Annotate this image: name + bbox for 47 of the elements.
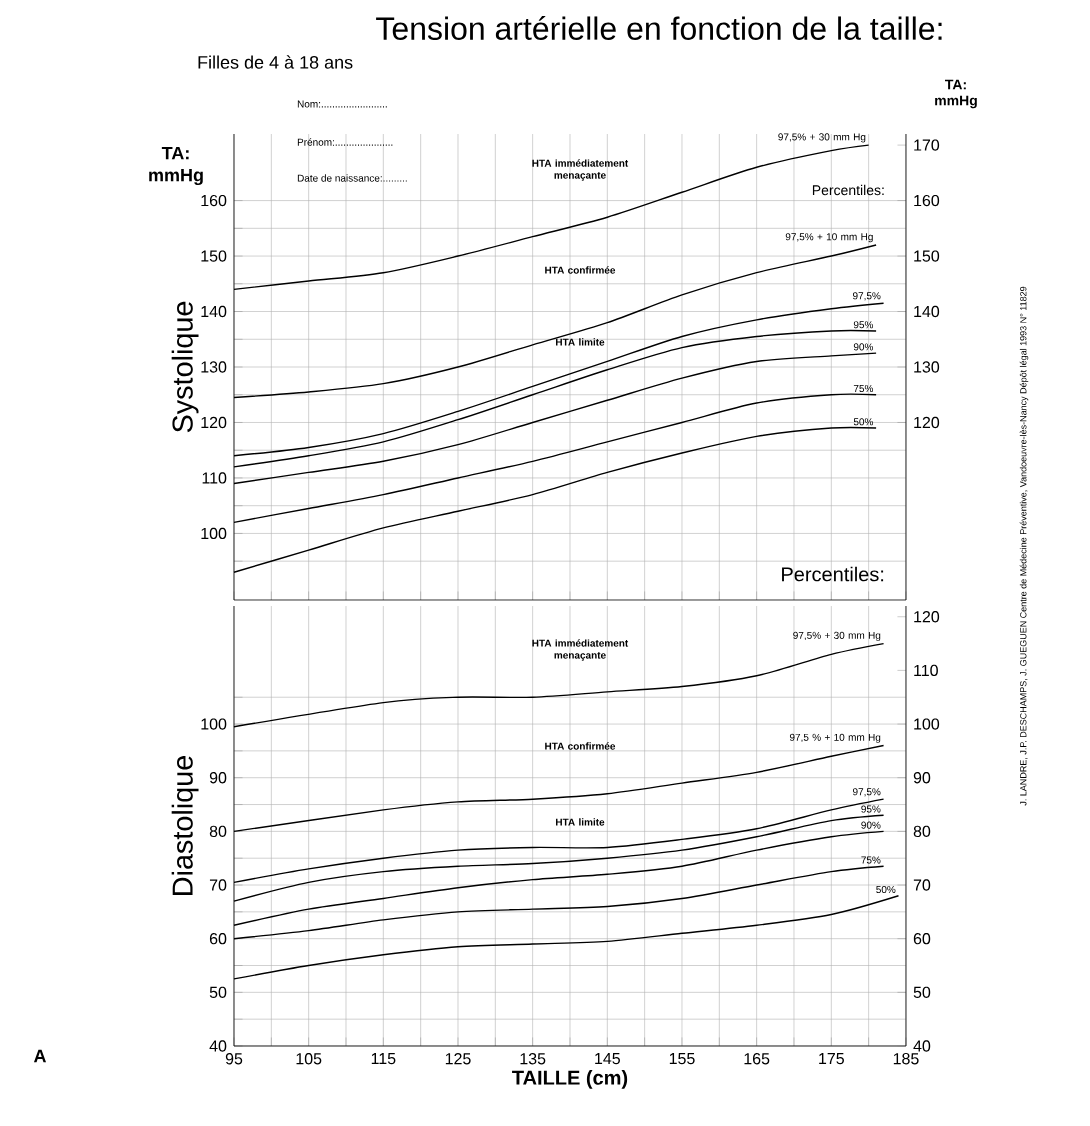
x-tick-label: 155: [669, 1053, 695, 1065]
annotation: Percentiles:: [782, 566, 884, 582]
chart-title: Tension artérielle en fonction de la taille:: [376, 16, 942, 40]
y2-tick-label: 120: [914, 611, 940, 623]
y2-tick-label: 80: [913, 825, 931, 838]
y-tick-label: 130: [201, 361, 227, 373]
y2-tick-label: 100: [914, 718, 940, 730]
y-tick-label: 150: [201, 250, 227, 262]
x-tick-label: 175: [819, 1053, 844, 1065]
y-tick-label: 100: [201, 527, 227, 540]
y2-tick-label: 130: [914, 361, 940, 373]
x-tick-label: 135: [520, 1053, 546, 1065]
y2-tick-label: 170: [914, 139, 940, 151]
x-tick-label: 185: [893, 1053, 919, 1065]
text: TA: mmHg: [149, 146, 203, 186]
y-tick-label: 140: [201, 305, 227, 318]
y-tick-label: 120: [201, 416, 227, 429]
y-tick-label: 100: [201, 718, 227, 730]
x-tick-label: 125: [445, 1053, 471, 1065]
y2-tick-label: 40: [913, 1040, 931, 1052]
y-axis-title: Diastolique: [171, 756, 199, 895]
chart-subtitle: Filles de 4 à 18 ans: [198, 55, 353, 69]
y2-tick-label: 60: [913, 933, 931, 945]
y2-tick-label: 150: [914, 250, 940, 262]
y-axis-title: Systolique: [171, 301, 199, 433]
y2-tick-label: 120: [914, 416, 940, 429]
x-tick-label: 115: [371, 1053, 396, 1065]
x-axis-title: TAILLE (cm): [512, 1070, 628, 1089]
y2-tick-label: 110: [914, 664, 938, 677]
y2-tick-label: 140: [914, 305, 940, 318]
y-tick-label: 70: [209, 879, 227, 891]
y-tick-label: 160: [201, 194, 227, 207]
y2-tick-label: 50: [913, 986, 931, 998]
y-tick-label: 90: [209, 772, 227, 784]
y-tick-label: 50: [209, 986, 227, 998]
y2-tick-label: 90: [913, 772, 931, 784]
y-tick-label: 60: [209, 933, 227, 945]
y2-tick-label: 70: [913, 879, 931, 891]
x-tick-label: 145: [595, 1053, 620, 1065]
x-tick-label: 165: [744, 1053, 770, 1065]
x-tick-label: 95: [225, 1053, 243, 1065]
x-tick-label: 105: [296, 1053, 322, 1065]
y2-tick-label: 160: [914, 194, 940, 207]
y-tick-label: 110: [202, 472, 227, 484]
text: A: [33, 1049, 47, 1063]
y-tick-label: 40: [209, 1040, 227, 1052]
y-tick-label: 80: [209, 825, 227, 838]
